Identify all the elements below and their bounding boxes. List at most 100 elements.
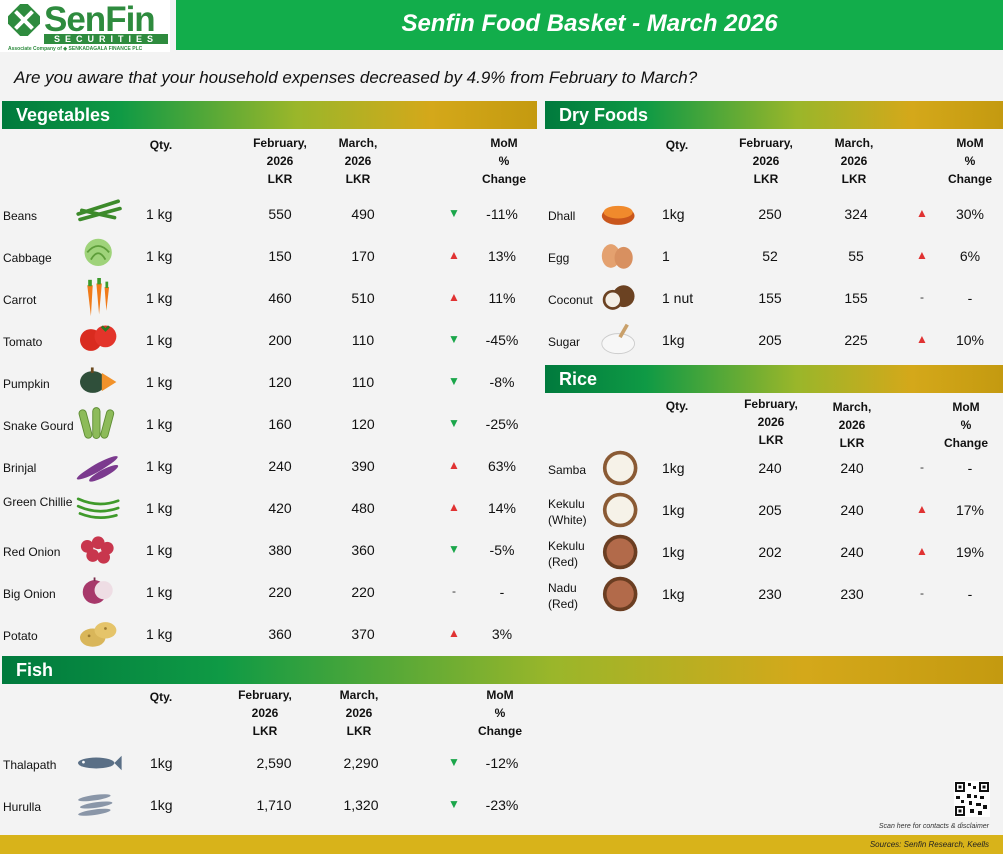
column-header-february: February, 2026 LKR (253, 136, 307, 186)
item-mom-change-kekulu-red: 19% (955, 544, 985, 560)
egg-icon (601, 244, 633, 269)
section-header-dry-foods: Dry Foods (545, 101, 1003, 129)
item-qty-nadu-red: 1kg (662, 586, 685, 602)
item-mar-price-kekulu-red: 240 (840, 544, 864, 560)
samba-icon (602, 450, 638, 486)
snake-gourd-icon (78, 407, 115, 439)
column-header-february: February, 2026 LKR (739, 136, 793, 186)
item-mar-price-cabbage: 170 (351, 248, 375, 264)
sugar-icon (601, 323, 635, 355)
column-header-march: March, 2026 LKR (834, 136, 874, 186)
item-mar-price-sugar: 225 (844, 332, 868, 348)
column-header-march: March, 2026 LKR (339, 688, 379, 738)
trend-up-icon: ▲ (448, 248, 460, 262)
item-mar-price-brinjal: 390 (351, 458, 375, 474)
title-bar: Senfin Food Basket - March 2026 (176, 0, 1003, 50)
pumpkin-icon (80, 367, 117, 393)
tomato-icon (80, 325, 117, 351)
item-qty-sugar: 1kg (662, 332, 685, 348)
coconut-icon (602, 285, 635, 310)
item-feb-price-carrot: 460 (268, 290, 292, 306)
column-header-march: March, 2026 LKR (832, 400, 872, 450)
trend-up-icon: ▲ (448, 290, 460, 304)
logo-brand-name: SenFin (44, 0, 156, 39)
item-feb-price-samba: 240 (758, 460, 782, 476)
item-mar-price-samba: 240 (840, 460, 864, 476)
item-name-red-onion: Red Onion (3, 545, 61, 559)
item-qty-coconut: 1 nut (662, 290, 694, 306)
item-name-coconut: Coconut (548, 293, 593, 307)
item-name-samba: Samba (548, 463, 587, 477)
item-mom-change-pumpkin: -8% (489, 374, 515, 390)
item-qty-cabbage: 1 kg (146, 248, 173, 264)
item-feb-price-beans: 550 (268, 206, 292, 222)
item-name-kekulu-red: Kekulu (Red) (548, 539, 585, 569)
beans-icon (76, 199, 122, 222)
item-feb-price-brinjal: 240 (268, 458, 292, 474)
item-feb-price-potato: 360 (268, 626, 292, 642)
item-mom-change-samba: - (967, 460, 973, 476)
item-mom-change-beans: -11% (486, 206, 518, 222)
item-mom-change-red-onion: -5% (489, 542, 515, 558)
logo-associate-text: Associate Company of ◆ SENKADAGALA FINAN… (8, 46, 143, 52)
item-mom-change-nadu-red: - (967, 586, 973, 602)
column-header-february: February, 2026 LKR (744, 397, 798, 447)
item-name-dhall: Dhall (548, 209, 576, 223)
item-mom-change-dhall: 30% (955, 206, 985, 222)
logo-mark-icon (8, 4, 40, 36)
item-qty-tomato: 1 kg (146, 332, 173, 348)
item-qty-dhall: 1kg (662, 206, 685, 222)
column-header-mom-change: MoM % Change (477, 688, 522, 738)
item-name-green-chillie: Green Chillie (3, 495, 73, 509)
item-name-cabbage: Cabbage (3, 251, 52, 265)
thalapath-icon (78, 755, 122, 771)
nadu-red-icon (602, 576, 638, 612)
section-title-rice: Rice (559, 369, 598, 389)
sources-text: Sources: Senfin Research, Keells (869, 840, 989, 849)
cabbage-icon (84, 238, 112, 266)
item-qty-thalapath: 1kg (150, 755, 173, 771)
section-title-vegetables: Vegetables (16, 105, 111, 125)
item-qty-big-onion: 1 kg (146, 584, 173, 600)
item-name-potato: Potato (3, 629, 38, 643)
item-feb-price-hurulla: 1,710 (256, 797, 292, 813)
section-header-rice: Rice (545, 365, 1003, 393)
item-qty-kekulu-white: 1kg (662, 502, 685, 518)
item-feb-price-red-onion: 380 (268, 542, 292, 558)
trend-up-icon: ▲ (916, 206, 928, 220)
item-mar-price-tomato: 110 (351, 332, 375, 348)
trend-flat-icon: - (920, 460, 924, 474)
item-mom-change-snake-gourd: -25% (485, 416, 519, 432)
item-name-thalapath: Thalapath (3, 758, 57, 772)
item-mom-change-green-chillie: 14% (487, 500, 517, 516)
trend-up-icon: ▲ (448, 500, 460, 514)
item-feb-price-sugar: 205 (758, 332, 782, 348)
item-mar-price-nadu-red: 230 (840, 586, 864, 602)
item-feb-price-snake-gourd: 160 (268, 416, 292, 432)
item-mom-change-big-onion: - (499, 584, 505, 600)
page-title: Senfin Food Basket - March 2026 (401, 10, 778, 37)
item-mom-change-hurulla: -23% (485, 797, 519, 813)
item-feb-price-pumpkin: 120 (268, 374, 292, 390)
column-header-qty: Qty. (149, 138, 173, 152)
item-name-tomato: Tomato (3, 335, 43, 349)
item-feb-price-egg: 52 (762, 248, 778, 264)
potato-icon (80, 622, 117, 647)
qr-code-icon[interactable] (954, 781, 990, 817)
dhall-icon (601, 205, 635, 225)
carrot-icon (87, 278, 110, 317)
item-qty-green-chillie: 1 kg (146, 500, 173, 516)
item-mar-price-dhall: 324 (844, 206, 868, 222)
item-qty-snake-gourd: 1 kg (146, 416, 173, 432)
item-mom-change-brinjal: 63% (487, 458, 517, 474)
item-mar-price-thalapath: 2,290 (343, 755, 379, 771)
item-name-pumpkin: Pumpkin (3, 377, 50, 391)
green-chillie-icon (76, 497, 120, 519)
item-mom-change-cabbage: 13% (487, 248, 517, 264)
item-feb-price-cabbage: 150 (268, 248, 292, 264)
item-mar-price-egg: 55 (848, 248, 864, 264)
qr-note: Scan here for contacts & disclaimer (878, 823, 989, 830)
trend-down-icon: ▼ (448, 374, 460, 388)
item-mar-price-big-onion: 220 (351, 584, 375, 600)
item-mom-change-sugar: 10% (955, 332, 985, 348)
